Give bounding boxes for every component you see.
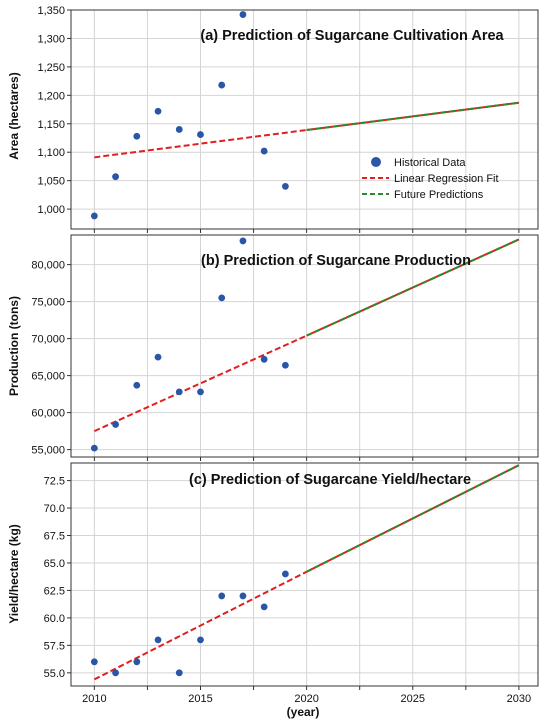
historical-data-point (281, 570, 289, 578)
historical-data-point (112, 421, 119, 428)
panel-title: (c) Prediction of Sugarcane Yield/hectar… (189, 472, 471, 488)
y-tick-label: 1,150 (37, 119, 65, 131)
panel-yield: 55.057.560.062.565.067.570.072.5 2010 201… (7, 462, 539, 719)
historical-data-point (133, 381, 141, 389)
y-tick-label: 55.0 (44, 668, 65, 680)
x-axis-label: (year) (287, 705, 320, 719)
x-tick-label: 2010 (82, 693, 106, 705)
historical-data-point (133, 132, 141, 140)
plot-frame (70, 462, 539, 687)
x-tick-label: 2020 (294, 693, 318, 705)
grid-lines (67, 463, 538, 690)
historical-data-point (175, 126, 183, 133)
y-tick-labels: 55,000 60,000 65,000 70,000 75,000 80,000 (31, 260, 65, 457)
y-tick-label: 60.0 (44, 613, 65, 625)
legend-marker-historical (371, 157, 381, 167)
historical-data-point (218, 81, 226, 89)
y-tick-label: 70.0 (44, 503, 65, 515)
y-tick-label: 62.5 (44, 585, 65, 597)
y-tick-label: 1,250 (37, 62, 65, 74)
historical-data-point (239, 11, 247, 18)
y-tick-label: 1,350 (37, 5, 65, 17)
plot-frame (70, 234, 539, 458)
historical-points (90, 11, 289, 220)
panel-area: 1,000 1,050 1,100 1,150 1,200 1,250 1,300 1,350… (7, 5, 539, 233)
legend-label-historical: Historical Data (394, 157, 466, 169)
historical-points (90, 570, 289, 677)
historical-data-point (197, 131, 204, 138)
series-lines (93, 464, 520, 681)
panel-title: (b) Prediction of Sugarcane Production (201, 253, 471, 269)
historical-data-point (260, 147, 268, 155)
y-tick-label: 60,000 (31, 408, 65, 420)
grid-lines (67, 235, 538, 461)
historical-data-point (197, 636, 204, 644)
y-tick-label: 1,050 (37, 176, 65, 188)
y-tick-label: 75,000 (31, 297, 65, 309)
y-tick-label: 57.5 (44, 640, 65, 652)
y-axis-label: Yield/hectare (kg) (7, 524, 21, 624)
series-lines (93, 238, 520, 433)
y-tick-label: 1,100 (37, 147, 65, 159)
historical-points (90, 237, 289, 452)
legend: Historical Data Linear Regression Fit Fu… (362, 157, 499, 201)
historical-data-point (281, 182, 289, 190)
historical-data-point (281, 361, 289, 369)
legend-label-prediction: Future Predictions (394, 189, 484, 201)
historical-data-point (90, 444, 98, 452)
y-tick-label: 65,000 (31, 371, 65, 383)
historical-data-point (175, 388, 183, 396)
y-tick-label: 1,300 (37, 33, 65, 45)
historical-data-point (218, 592, 226, 600)
plot-frame (70, 9, 539, 230)
y-tick-label: 80,000 (31, 260, 65, 272)
historical-data-point (154, 107, 162, 115)
x-tick-label: 2015 (188, 693, 212, 705)
historical-data-point (112, 669, 119, 677)
historical-data-point (90, 212, 98, 220)
historical-data-point (260, 603, 268, 611)
historical-data-point (90, 658, 98, 666)
linear-regression-fit-line (93, 570, 308, 681)
panel-title: (a) Prediction of Sugarcane Cultivation … (200, 28, 504, 44)
future-prediction-line (306, 238, 520, 337)
y-tick-labels: 1,000 1,050 1,100 1,150 1,200 1,250 1,300 1,350 (37, 5, 65, 216)
x-tick-labels: 2010 2015 2020 2025 2030 (82, 693, 531, 705)
y-axis-label: Production (tons) (7, 296, 21, 396)
historical-data-point (133, 658, 141, 666)
historical-data-point (239, 237, 247, 245)
grid-lines (67, 9, 538, 233)
y-axis-label: Area (hectares) (7, 72, 21, 159)
historical-data-point (260, 355, 268, 363)
y-tick-labels: 55.0 57.5 60.0 62.5 65.0 67.5 70.0 72.5 (44, 476, 65, 680)
y-tick-label: 65.0 (44, 558, 65, 570)
historical-data-point (239, 592, 247, 600)
x-tick-label: 2030 (507, 693, 531, 705)
historical-data-point (175, 669, 183, 677)
y-tick-label: 55,000 (31, 445, 65, 457)
y-tick-label: 1,200 (37, 90, 65, 102)
future-prediction-line-base (306, 101, 520, 132)
y-tick-label: 1,000 (37, 204, 65, 216)
y-tick-label: 70,000 (31, 334, 65, 346)
future-prediction-line (306, 464, 520, 573)
panel-production: 55,000 60,000 65,000 70,000 75,000 80,000 (b)… (7, 234, 539, 461)
y-tick-label: 72.5 (44, 476, 65, 488)
series-lines (94, 101, 520, 159)
x-tick-label: 2025 (401, 693, 425, 705)
historical-data-point (112, 173, 119, 181)
linear-regression-fit-line (93, 334, 308, 433)
historical-data-point (197, 388, 204, 396)
y-tick-label: 67.5 (44, 531, 65, 543)
historical-data-point (218, 294, 226, 302)
legend-label-fit: Linear Regression Fit (394, 173, 499, 185)
historical-data-point (154, 636, 162, 644)
historical-data-point (154, 353, 162, 361)
